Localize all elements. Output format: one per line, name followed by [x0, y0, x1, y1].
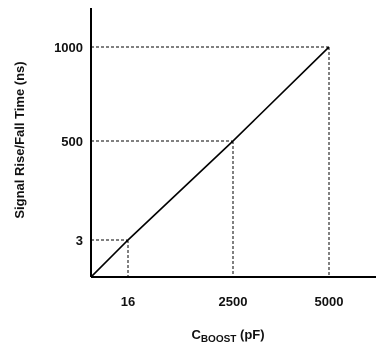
y-tick-label-500: 500	[61, 134, 83, 149]
y-tick-label-3: 3	[76, 233, 83, 248]
x-axis-label-unit: (pF)	[236, 327, 264, 342]
x-axis-label: CBOOST (pF)	[191, 327, 264, 345]
x-tick-label-2500: 2500	[219, 294, 248, 309]
y-tick-label-1000: 1000	[54, 40, 83, 55]
x-tick-label-16: 16	[121, 294, 135, 309]
x-tick-label-5000: 5000	[315, 294, 344, 309]
x-axis-label-subscript: BOOST	[201, 334, 237, 345]
series-line	[90, 46, 330, 278]
y-axis-label: Signal Rise/Fall Time (ns)	[12, 61, 27, 218]
x-axis-label-main: C	[191, 327, 201, 342]
